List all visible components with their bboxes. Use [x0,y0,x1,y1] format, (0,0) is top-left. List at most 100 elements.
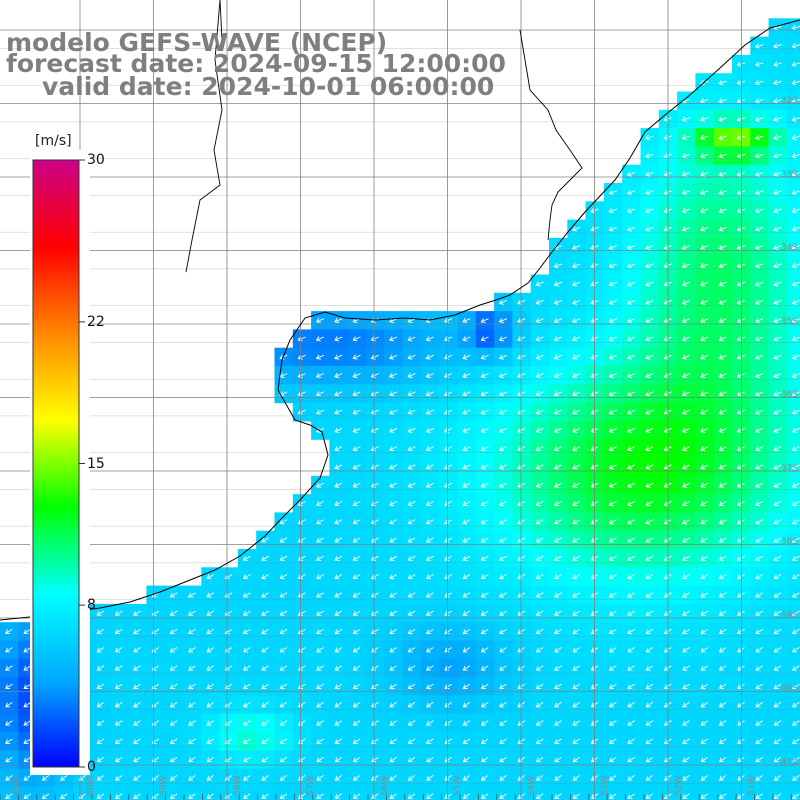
wind-arrow [480,683,489,689]
wind-arrow [334,501,343,507]
longitude-label: 60W [85,775,96,796]
wind-arrow [498,409,508,415]
wind-arrow [60,775,68,781]
wind-arrow [316,610,324,616]
wind-arrow [609,775,617,781]
wind-arrow [23,628,32,635]
wind-arrow [791,427,800,433]
wind-arrow [572,592,581,598]
wind-arrow [462,336,471,342]
wind-arrow [718,317,727,324]
wind-arrow [499,555,507,561]
wind-arrow [206,793,214,799]
wind-arrow [316,628,324,635]
wind-arrow [572,409,581,415]
wind-arrow [425,574,434,580]
wind-arrow [535,775,544,781]
wind-arrow [315,391,325,397]
wind-arrow [792,738,800,744]
wind-arrow [627,537,636,543]
wind-arrow [206,647,215,653]
wind-arrow [755,775,763,781]
wind-arrow [480,537,489,543]
wind-arrow [773,79,782,86]
wind-arrow [224,738,233,744]
wind-arrow [535,372,544,378]
wind-arrow [444,775,452,781]
wind-arrow [718,793,727,799]
wind-arrow [389,464,398,470]
wind-arrow [754,171,764,177]
wind-arrow [608,281,617,287]
wind-arrow [755,555,764,561]
wind-arrow [572,665,581,671]
wind-arrow [297,537,306,543]
field-cell [603,786,623,800]
wind-arrow [5,665,13,671]
wind-arrow [718,189,727,195]
wind-arrow [279,628,288,635]
wind-arrow [773,701,782,708]
wind-arrow [773,116,782,122]
wind-arrow [755,592,764,598]
wind-arrow [499,683,507,689]
wind-arrow [242,555,251,561]
wind-arrow [261,574,270,580]
wind-arrow [754,61,764,67]
wind-arrow [626,299,636,305]
wind-arrow [498,464,508,470]
wind-arrow [608,482,617,488]
wind-arrow [682,592,690,598]
wind-arrow [279,391,288,397]
wind-arrow [426,793,434,799]
wind-arrow [315,482,325,488]
wind-arrow [572,628,581,635]
wind-arrow [791,208,800,214]
wind-arrow [224,756,233,763]
wind-arrow [572,482,581,488]
wind-arrow [626,263,636,269]
wind-arrow [627,574,636,580]
latitude-label: 34S [780,243,798,253]
wind-arrow [425,354,434,360]
wind-arrow [791,226,800,232]
wind-arrow [261,610,270,616]
wind-arrow [334,555,343,561]
colorbar-tick-label: 30 [87,152,105,168]
wind-arrow [773,793,782,799]
wind-arrow [316,701,324,708]
wind-arrow [169,720,178,726]
wind-arrow [315,317,325,324]
wind-arrow [480,519,489,525]
longitude-label: 52W [673,775,684,796]
wind-arrow [535,628,544,635]
wind-arrow [718,171,727,177]
wind-arrow [480,738,489,744]
wind-arrow [480,555,489,561]
wind-arrow [224,793,233,799]
wind-arrow [681,354,691,360]
wind-arrow [407,793,416,799]
wind-arrow [681,171,691,177]
wind-arrow [352,372,361,378]
wind-arrow [608,391,617,397]
wind-arrow [535,482,544,488]
wind-arrow [389,555,398,561]
wind-arrow [297,391,306,397]
wind-arrow [114,701,123,708]
wind-arrow [480,701,489,708]
wind-arrow [407,372,416,378]
wind-arrow [608,244,617,250]
wind-arrow [572,647,581,653]
wind-arrow [115,756,123,763]
wind-arrow [718,98,727,104]
wind-arrow [425,427,434,433]
wind-arrow [718,756,727,763]
wind-arrow [755,720,764,726]
wind-arrow [553,317,562,324]
wind-arrow [571,263,581,269]
wind-arrow [444,793,452,799]
wind-arrow [462,317,471,324]
wind-arrow [773,409,782,415]
wind-arrow [261,720,269,726]
